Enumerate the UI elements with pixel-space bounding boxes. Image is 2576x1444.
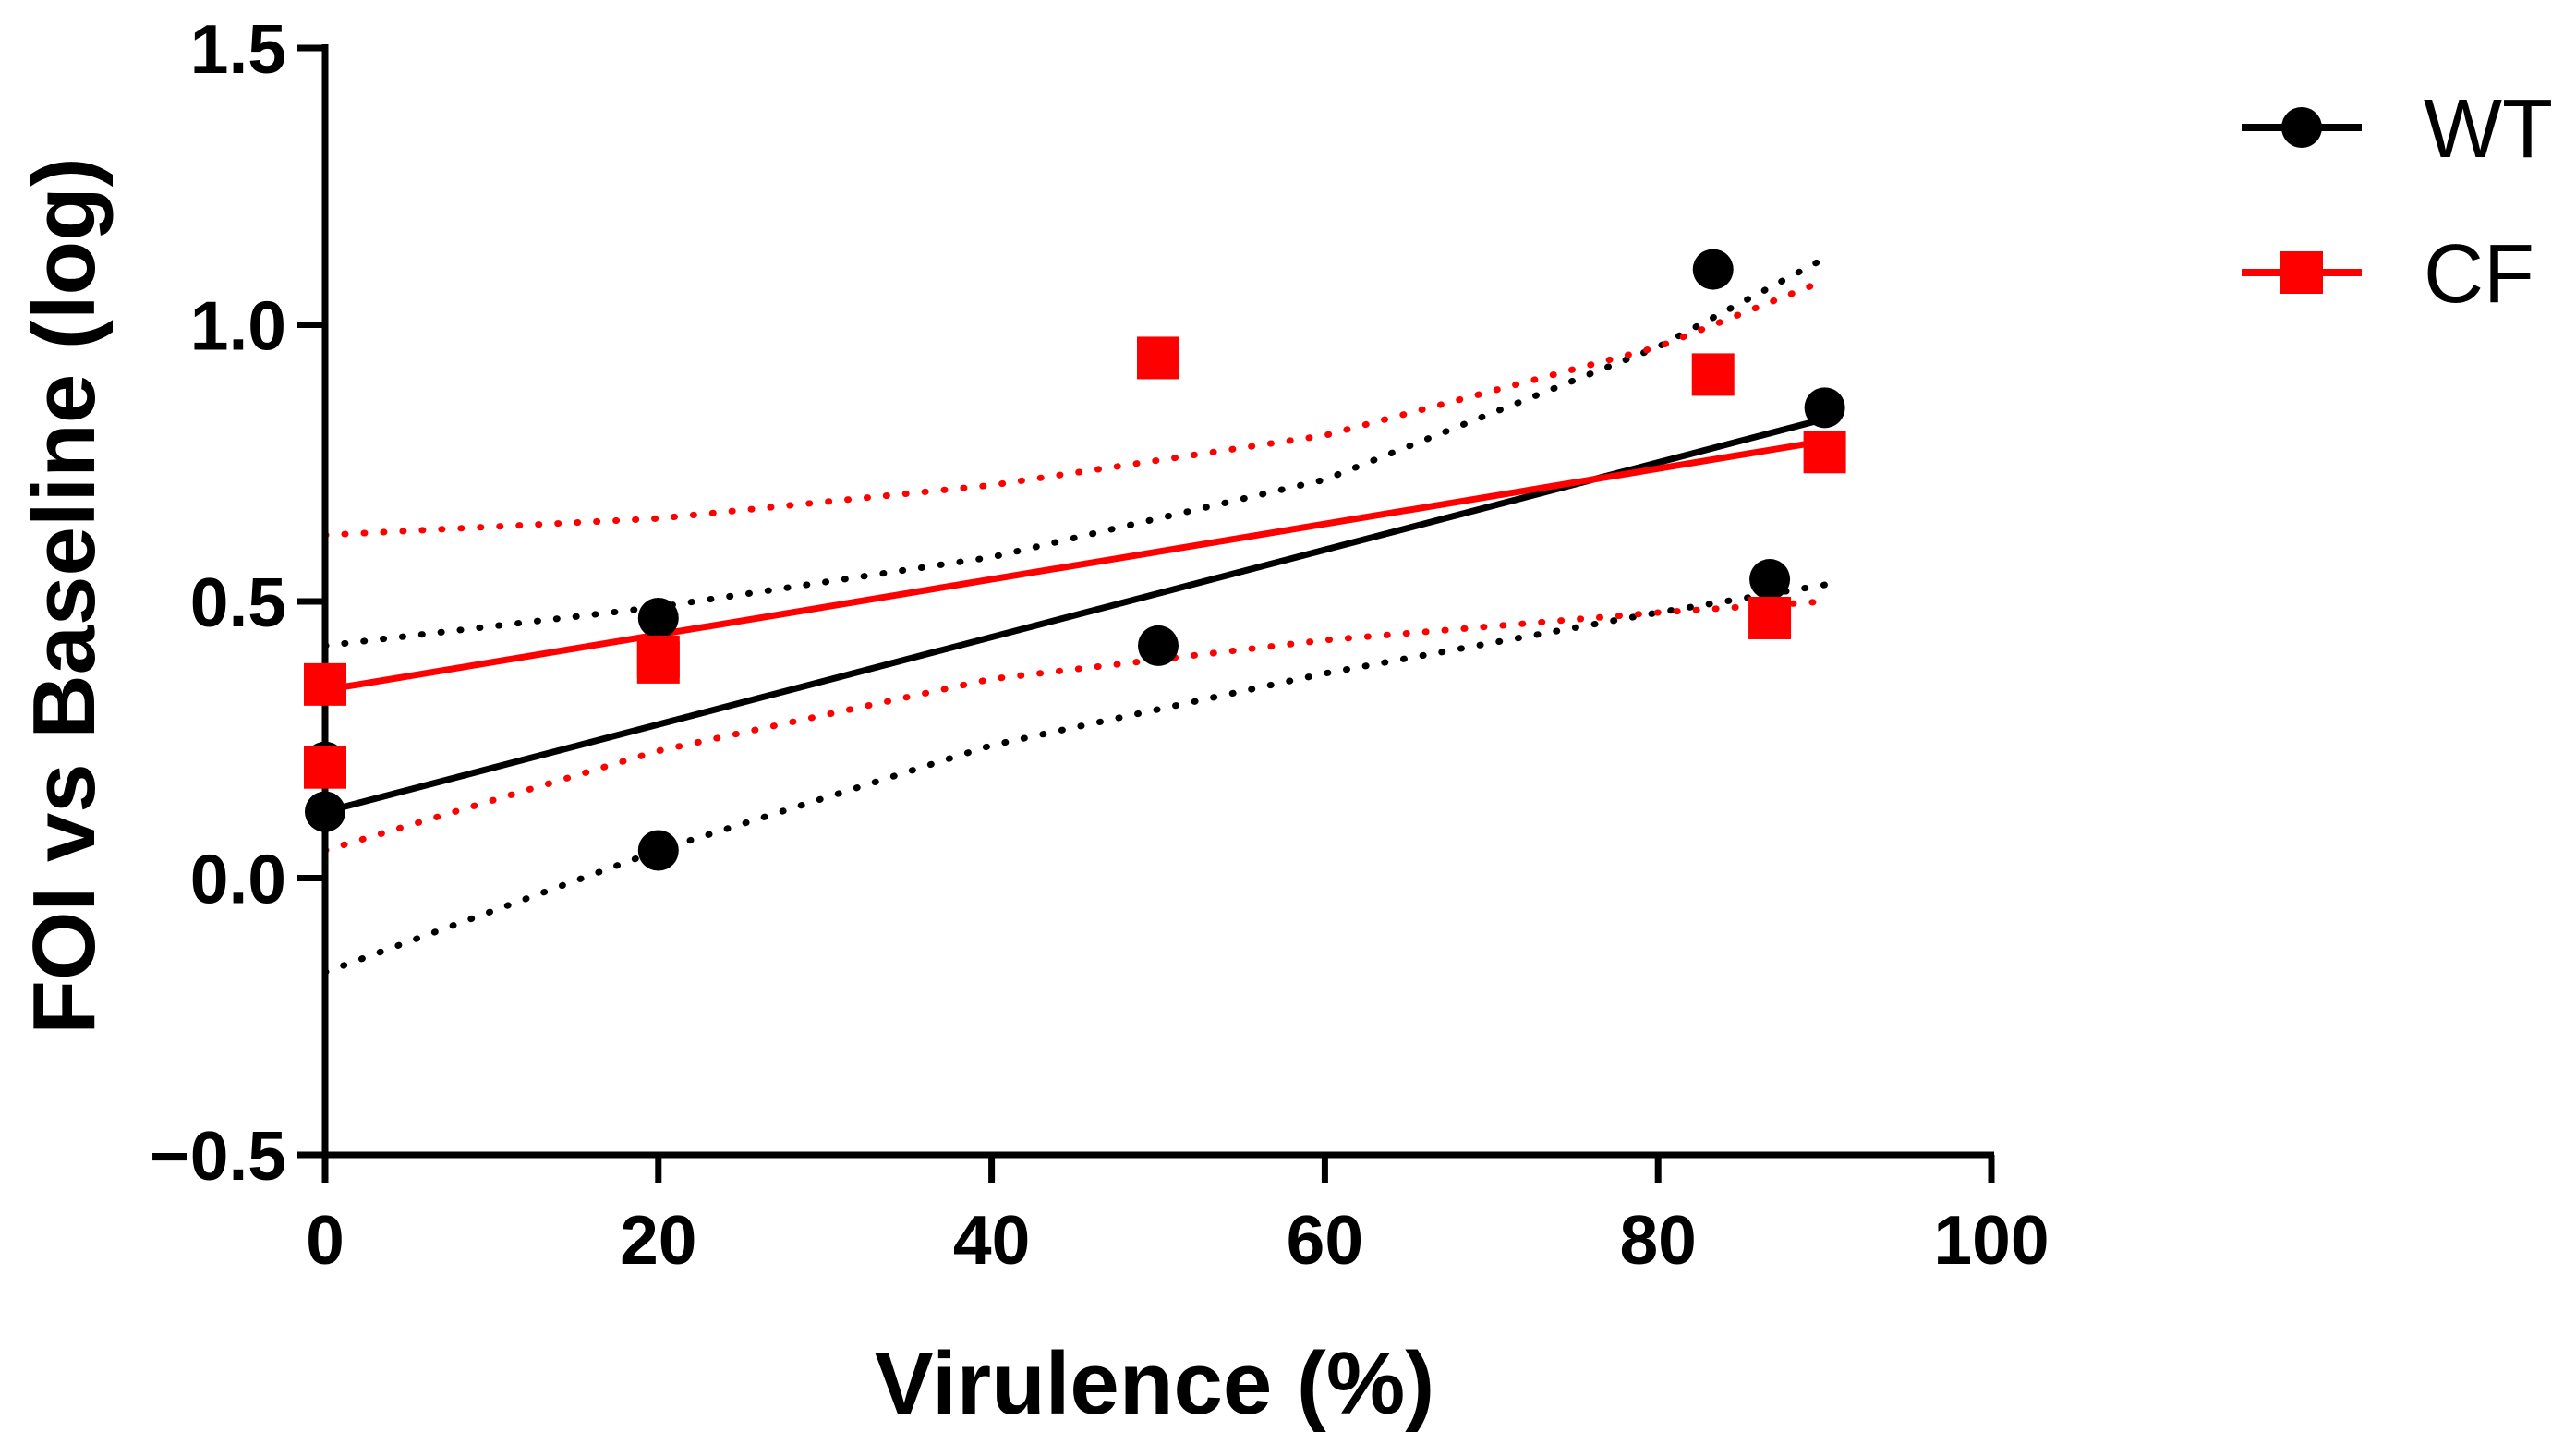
cf-point bbox=[304, 662, 346, 706]
y-tick-label: 0.5 bbox=[190, 564, 286, 641]
regression-lines bbox=[324, 415, 1826, 816]
cf-point bbox=[636, 640, 680, 684]
y-axis-title: FOI vs Baseline (log) bbox=[15, 157, 114, 1035]
x-tick-label: 0 bbox=[306, 1201, 345, 1279]
legend: WT CF bbox=[2242, 83, 2553, 321]
cf-ci-upper-band bbox=[321, 277, 1829, 539]
cf-point bbox=[1137, 336, 1179, 380]
cf-point bbox=[1748, 596, 1792, 639]
y-tick-label: 1.5 bbox=[190, 10, 286, 88]
x-tick-label: 60 bbox=[1287, 1201, 1363, 1279]
x-tick-label: 20 bbox=[620, 1201, 696, 1279]
wt-point bbox=[1749, 559, 1791, 601]
wt-ci-upper-band bbox=[321, 255, 1829, 649]
legend-cf-marker bbox=[2280, 251, 2323, 294]
wt-ci-lower-band bbox=[321, 581, 1829, 976]
wt-point bbox=[637, 597, 679, 638]
legend-wt-label: WT bbox=[2424, 83, 2553, 176]
axes bbox=[297, 44, 1995, 1183]
x-tick-label: 40 bbox=[953, 1201, 1030, 1279]
wt-point bbox=[305, 791, 345, 832]
wt-point bbox=[1138, 625, 1179, 666]
legend-cf-label: CF bbox=[2424, 228, 2534, 321]
y-tick-label: −0.5 bbox=[150, 1117, 286, 1195]
cf-point bbox=[1803, 431, 1846, 474]
y-tick-label: 0.0 bbox=[190, 841, 286, 918]
cf-fit-line bbox=[324, 437, 1826, 694]
cf-point bbox=[304, 746, 346, 789]
data-points bbox=[304, 249, 1846, 871]
x-axis-title: Virulence (%) bbox=[875, 1334, 1434, 1433]
x-tick-label: 80 bbox=[1619, 1201, 1696, 1279]
wt-point bbox=[1692, 249, 1734, 290]
y-tick-label: 1.0 bbox=[190, 287, 286, 365]
wt-point bbox=[637, 830, 679, 871]
legend-wt-marker bbox=[2281, 107, 2322, 148]
cf-ci-lower-band bbox=[321, 598, 1829, 854]
wt-point bbox=[1804, 387, 1845, 429]
tick-labels: −0.5 0.0 0.5 1.0 1.5 0 20 40 60 80 100 bbox=[150, 10, 2050, 1279]
cf-point bbox=[1691, 353, 1735, 396]
x-tick-label: 100 bbox=[1933, 1201, 2049, 1279]
